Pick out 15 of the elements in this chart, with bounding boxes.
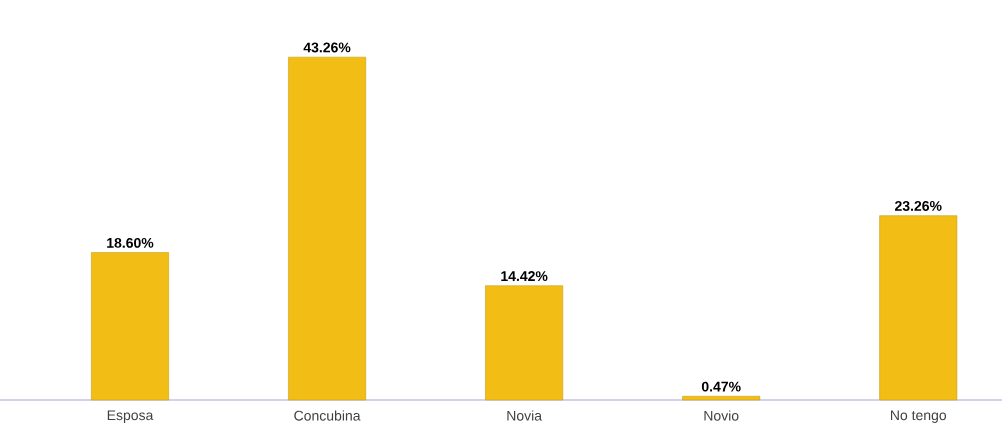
bar [91,252,169,401]
x-tick-label: Esposa [107,410,154,423]
bar [682,395,761,401]
data-label: 43.26% [303,42,351,53]
bar [879,215,958,401]
data-label: 23.26% [895,201,942,211]
data-label: 0.47% [701,381,741,392]
x-tick-label: Concubina [294,410,361,421]
x-tick-label: Novio [704,410,739,421]
x-tick-label: No tengo [891,410,947,423]
x-tick-label: Novia [507,410,543,421]
bar [485,285,564,401]
data-label: 14.42% [501,271,548,281]
bar [288,56,367,401]
data-label: 18.60% [107,237,154,248]
